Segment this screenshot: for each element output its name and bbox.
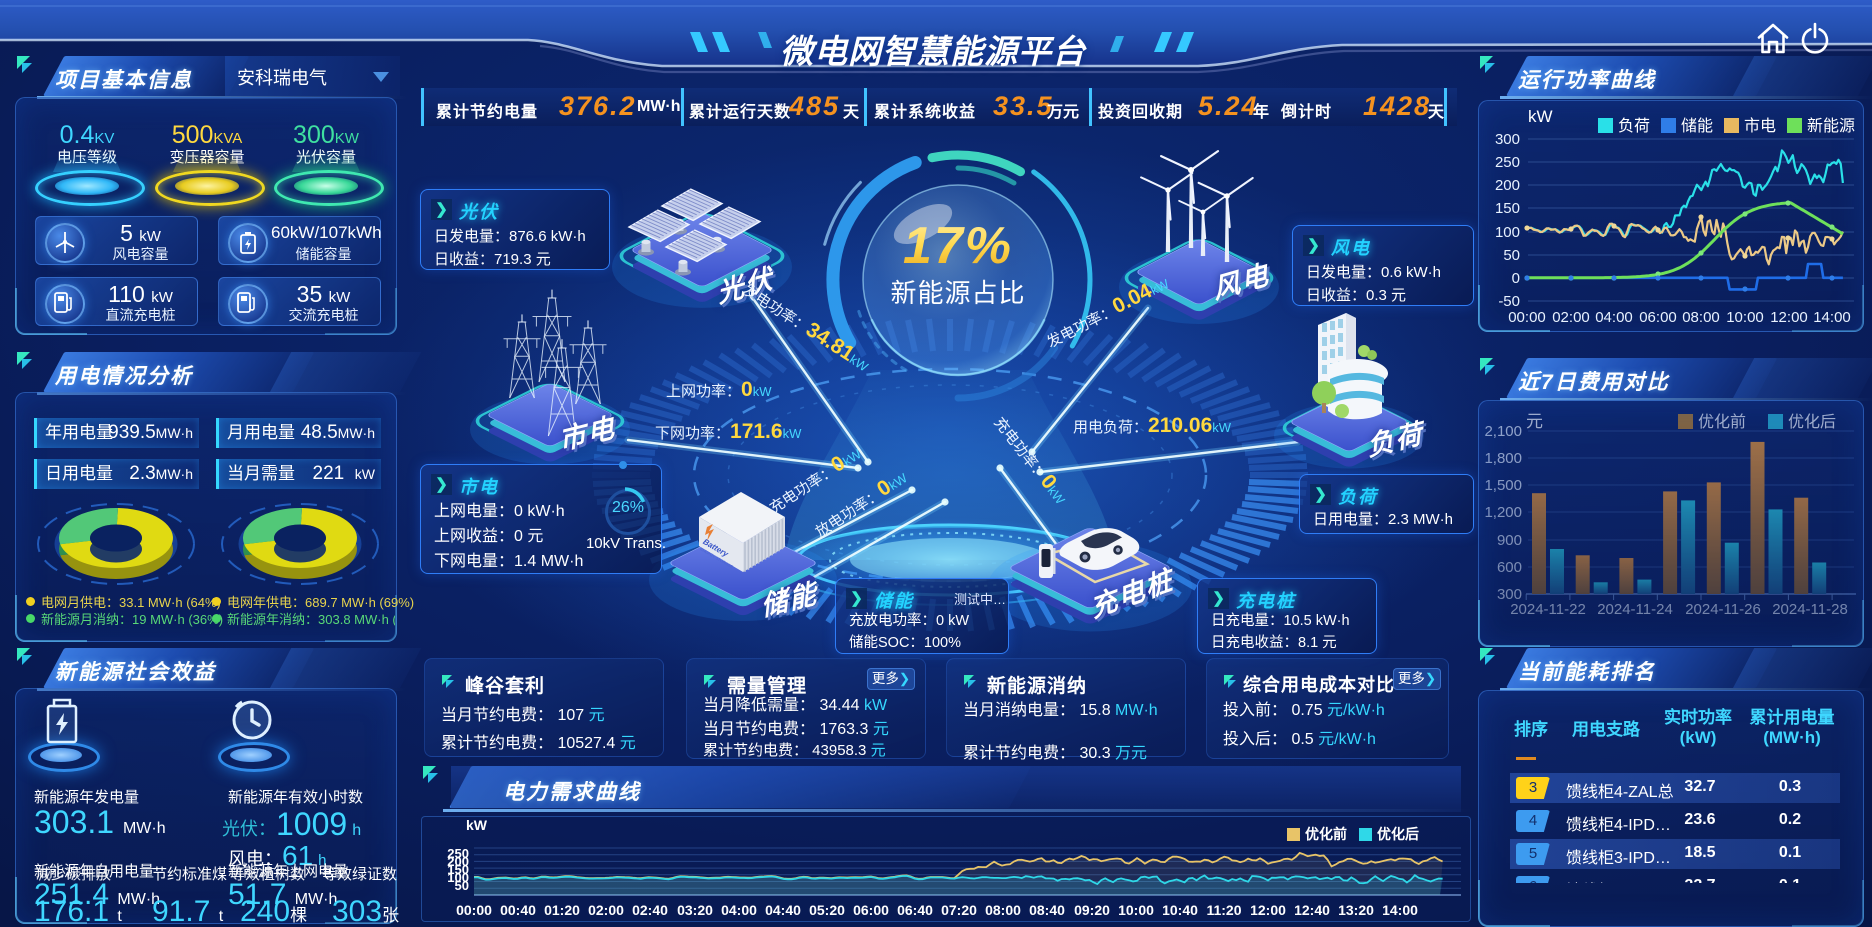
svg-text:300: 300 <box>1495 131 1520 148</box>
svg-text:06:00: 06:00 <box>1639 309 1677 326</box>
svg-text:06:00: 06:00 <box>853 902 889 918</box>
svg-text:02:40: 02:40 <box>632 902 668 918</box>
svg-text:优化后: 优化后 <box>1377 826 1419 842</box>
svg-text:50: 50 <box>1503 247 1520 264</box>
svg-text:kW: kW <box>466 817 488 833</box>
svg-text:14:00: 14:00 <box>1813 309 1851 326</box>
svg-text:负荷: 负荷 <box>1618 117 1650 135</box>
svg-text:200: 200 <box>1495 177 1520 194</box>
svg-text:00:00: 00:00 <box>1508 309 1546 326</box>
svg-text:08:00: 08:00 <box>985 902 1021 918</box>
svg-text:优化前: 优化前 <box>1305 826 1347 842</box>
svg-text:02:00: 02:00 <box>588 902 624 918</box>
svg-text:06:40: 06:40 <box>897 902 933 918</box>
svg-text:00:00: 00:00 <box>456 902 492 918</box>
svg-text:12:00: 12:00 <box>1770 309 1808 326</box>
svg-text:200: 200 <box>447 854 469 869</box>
svg-text:12:00: 12:00 <box>1250 902 1286 918</box>
svg-text:04:40: 04:40 <box>765 902 801 918</box>
svg-text:17%: 17% <box>903 217 1013 275</box>
svg-text:05:20: 05:20 <box>809 902 845 918</box>
svg-text:储能: 储能 <box>1681 117 1713 135</box>
svg-text:市电: 市电 <box>1744 117 1776 135</box>
svg-text:07:20: 07:20 <box>941 902 977 918</box>
svg-text:50: 50 <box>455 878 469 893</box>
svg-text:13:20: 13:20 <box>1338 902 1374 918</box>
svg-text:-50: -50 <box>1498 293 1520 310</box>
svg-text:kW: kW <box>1528 107 1553 126</box>
svg-text:01:20: 01:20 <box>544 902 580 918</box>
svg-text:250: 250 <box>1495 154 1520 171</box>
svg-text:10:40: 10:40 <box>1162 902 1198 918</box>
svg-text:04:00: 04:00 <box>1595 309 1633 326</box>
svg-text:10:00: 10:00 <box>1118 902 1154 918</box>
svg-text:250: 250 <box>447 846 469 861</box>
svg-text:0: 0 <box>1512 270 1520 287</box>
svg-text:10:00: 10:00 <box>1726 309 1764 326</box>
svg-text:11:20: 11:20 <box>1206 902 1241 918</box>
svg-text:150: 150 <box>447 862 469 877</box>
svg-text:新能源: 新能源 <box>1807 117 1855 135</box>
svg-text:08:40: 08:40 <box>1029 902 1065 918</box>
svg-text:100: 100 <box>447 870 469 885</box>
svg-text:00:40: 00:40 <box>500 902 536 918</box>
svg-text:100: 100 <box>1495 224 1520 241</box>
svg-text:09:20: 09:20 <box>1074 902 1110 918</box>
svg-text:03:20: 03:20 <box>677 902 713 918</box>
svg-text:新能源占比: 新能源占比 <box>890 278 1025 308</box>
svg-text:02:00: 02:00 <box>1552 309 1590 326</box>
svg-text:12:40: 12:40 <box>1294 902 1330 918</box>
svg-text:04:00: 04:00 <box>721 902 757 918</box>
svg-text:08:00: 08:00 <box>1682 309 1720 326</box>
svg-text:150: 150 <box>1495 200 1520 217</box>
svg-text:14:00: 14:00 <box>1382 902 1418 918</box>
